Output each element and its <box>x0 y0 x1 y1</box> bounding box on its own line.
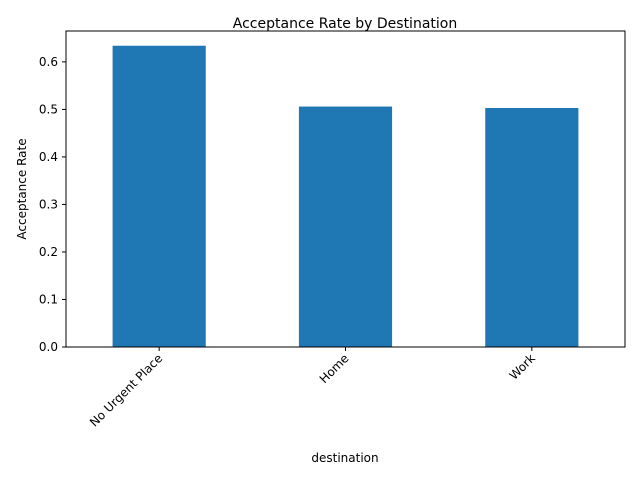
x-axis: No Urgent Place Home Work <box>87 347 538 429</box>
bars-group <box>112 45 579 347</box>
y-tick-label-4: 0.4 <box>39 150 58 164</box>
bar-1 <box>298 106 393 347</box>
y-tick-label-2: 0.2 <box>39 245 58 259</box>
y-axis: 0.0 0.1 0.2 0.3 0.4 0.5 0.6 <box>39 55 66 354</box>
x-tick-label-1: Home <box>317 351 352 386</box>
bar-0 <box>112 45 206 347</box>
chart-title: Acceptance Rate by Destination <box>233 16 457 32</box>
y-tick-label-6: 0.6 <box>39 55 58 69</box>
bar-2 <box>485 107 579 347</box>
x-tick-label-2: Work <box>507 351 538 382</box>
x-tick-label-0: No Urgent Place <box>87 351 165 429</box>
x-axis-label: destination <box>311 451 378 465</box>
y-tick-label-0: 0.0 <box>39 340 58 354</box>
y-tick-label-1: 0.1 <box>39 292 58 306</box>
y-tick-label-5: 0.5 <box>39 102 58 116</box>
y-tick-label-3: 0.3 <box>39 197 58 211</box>
y-axis-label: Acceptance Rate <box>15 138 29 239</box>
